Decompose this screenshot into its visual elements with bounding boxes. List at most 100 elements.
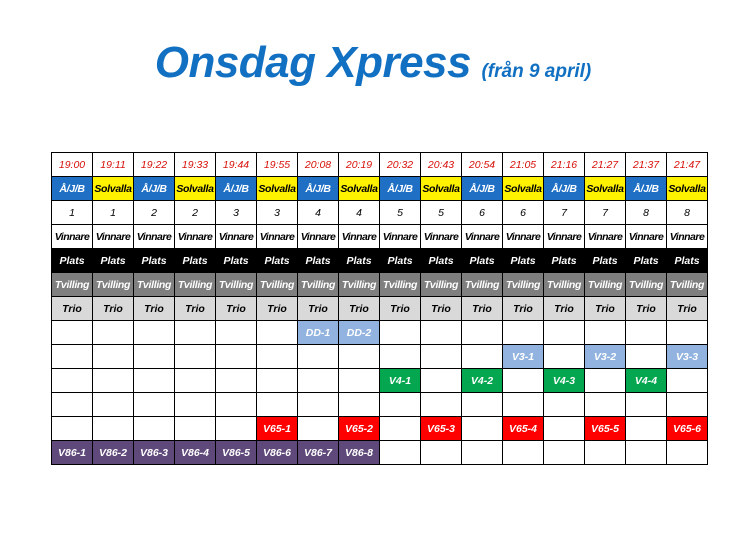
game-cell: DD-2 (338, 320, 380, 345)
empty-cell (502, 320, 544, 345)
empty-cell (420, 320, 462, 345)
game-cell: V86-4 (174, 440, 216, 465)
trio-cell: Trio (625, 296, 667, 321)
empty-cell (133, 344, 175, 369)
empty-cell (51, 392, 93, 417)
plats-cell: Plats (461, 248, 503, 273)
empty-cell (92, 392, 134, 417)
time-cell: 19:00 (51, 152, 93, 177)
tvilling-cell: Tvilling (256, 272, 298, 297)
vinnare-cell: Vinnare (666, 224, 708, 249)
plats-cell: Plats (338, 248, 380, 273)
empty-cell (297, 344, 339, 369)
empty-cell (625, 344, 667, 369)
vinnare-cell: Vinnare (379, 224, 421, 249)
empty-cell (174, 416, 216, 441)
empty-cell (51, 368, 93, 393)
empty-cell (133, 416, 175, 441)
game-cell: V4-1 (379, 368, 421, 393)
empty-cell (379, 344, 421, 369)
empty-cell (666, 368, 708, 393)
race-number-cell: 2 (133, 200, 175, 225)
empty-cell (584, 440, 626, 465)
track-cell: Å/J/B (461, 176, 503, 201)
empty-cell (297, 416, 339, 441)
empty-cell (584, 392, 626, 417)
trio-cell: Trio (51, 296, 93, 321)
time-cell: 20:32 (379, 152, 421, 177)
empty-cell (92, 320, 134, 345)
empty-cell (174, 320, 216, 345)
race-number-cell: 7 (584, 200, 626, 225)
empty-cell (502, 440, 544, 465)
tvilling-cell: Tvilling (215, 272, 257, 297)
trio-cell: Trio (215, 296, 257, 321)
plats-cell: Plats (51, 248, 93, 273)
empty-cell (256, 392, 298, 417)
tvilling-cell: Tvilling (297, 272, 339, 297)
trio-cell: Trio (174, 296, 216, 321)
plats-cell: Plats (584, 248, 626, 273)
tvilling-cell: Tvilling (174, 272, 216, 297)
tvilling-cell: Tvilling (420, 272, 462, 297)
empty-cell (666, 320, 708, 345)
plats-cell: Plats (215, 248, 257, 273)
empty-cell (92, 344, 134, 369)
trio-row: Trio Trio Trio Trio Trio Trio Trio Trio Trio Trio… (51, 296, 708, 321)
empty-cell (133, 368, 175, 393)
time-cell: 21:37 (625, 152, 667, 177)
race-number-cell: 1 (92, 200, 134, 225)
tvilling-cell: Tvilling (379, 272, 421, 297)
v4-row: V4-1 V4-2 V4-3 V4-4 (51, 368, 708, 393)
trio-cell: Trio (92, 296, 134, 321)
race-number-cell: 4 (297, 200, 339, 225)
schedule-table: 19:00 19:11 19:22 19:33 19:44 19:55 20:08 20:19… (51, 152, 708, 465)
v3-row: V3-1 V3-2 V3-3 (51, 344, 708, 369)
tvilling-cell: Tvilling (461, 272, 503, 297)
time-cell: 20:54 (461, 152, 503, 177)
empty-cell (543, 320, 585, 345)
track-cell: Solvalla (584, 176, 626, 201)
empty-cell (420, 368, 462, 393)
empty-cell (92, 416, 134, 441)
empty-cell (379, 416, 421, 441)
plats-cell: Plats (666, 248, 708, 273)
race-number-cell: 5 (379, 200, 421, 225)
vinnare-cell: Vinnare (51, 224, 93, 249)
empty-cell (666, 392, 708, 417)
time-cell: 20:08 (297, 152, 339, 177)
plats-cell: Plats (256, 248, 298, 273)
track-cell: Solvalla (92, 176, 134, 201)
time-row: 19:00 19:11 19:22 19:33 19:44 19:55 20:08 20:19… (51, 152, 708, 177)
empty-cell (133, 320, 175, 345)
trio-cell: Trio (338, 296, 380, 321)
empty-cell (584, 320, 626, 345)
empty-cell (215, 392, 257, 417)
race-number-cell: 4 (338, 200, 380, 225)
vinnare-cell: Vinnare (174, 224, 216, 249)
empty-cell (379, 320, 421, 345)
trio-cell: Trio (584, 296, 626, 321)
track-cell: Å/J/B (215, 176, 257, 201)
tvilling-cell: Tvilling (625, 272, 667, 297)
plats-row: Plats Plats Plats Plats Plats Plats Plats Plats… (51, 248, 708, 273)
vinnare-cell: Vinnare (133, 224, 175, 249)
empty-cell (51, 320, 93, 345)
empty-cell (215, 320, 257, 345)
empty-cell (461, 320, 503, 345)
game-cell: V86-2 (92, 440, 134, 465)
track-cell: Å/J/B (51, 176, 93, 201)
empty-cell (666, 440, 708, 465)
plats-cell: Plats (133, 248, 175, 273)
empty-row (51, 392, 708, 417)
race-number-cell: 3 (215, 200, 257, 225)
vinnare-cell: Vinnare (338, 224, 380, 249)
empty-cell (502, 392, 544, 417)
trio-cell: Trio (379, 296, 421, 321)
v86-row: V86-1 V86-2 V86-3 V86-4 V86-5 V86-6 V86-7 V86-8 (51, 440, 708, 465)
game-cell: V86-6 (256, 440, 298, 465)
vinnare-cell: Vinnare (215, 224, 257, 249)
time-cell: 20:19 (338, 152, 380, 177)
game-cell: V3-1 (502, 344, 544, 369)
